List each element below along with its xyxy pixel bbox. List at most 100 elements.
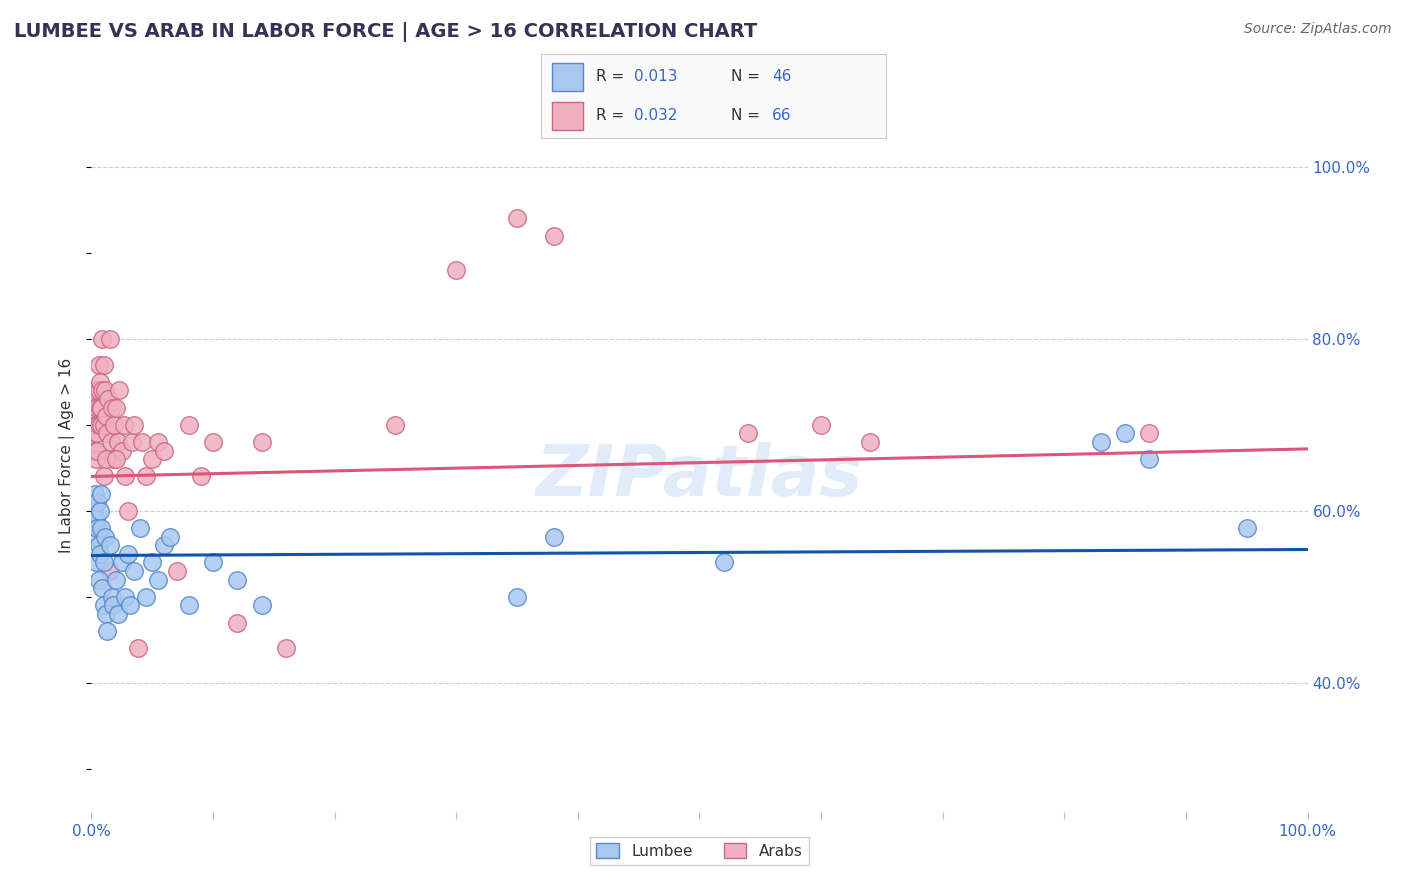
Point bbox=[543, 228, 565, 243]
Point bbox=[111, 555, 134, 569]
Point bbox=[93, 417, 115, 432]
Point bbox=[97, 392, 120, 406]
Point bbox=[86, 443, 108, 458]
Point bbox=[84, 555, 107, 569]
Point bbox=[107, 607, 129, 621]
Point bbox=[91, 384, 114, 398]
Point bbox=[384, 417, 406, 432]
Point bbox=[135, 590, 157, 604]
Point bbox=[101, 590, 124, 604]
Text: Source: ZipAtlas.com: Source: ZipAtlas.com bbox=[1244, 22, 1392, 37]
Point bbox=[104, 452, 127, 467]
Point bbox=[543, 530, 565, 544]
Point bbox=[83, 443, 105, 458]
Point bbox=[84, 426, 107, 441]
Text: R =: R = bbox=[596, 108, 630, 123]
Point bbox=[98, 564, 121, 578]
Point bbox=[226, 573, 249, 587]
Point bbox=[1139, 426, 1161, 441]
Point bbox=[127, 641, 149, 656]
Point bbox=[108, 384, 131, 398]
Point bbox=[177, 417, 200, 432]
Point bbox=[93, 599, 115, 613]
Point bbox=[148, 573, 170, 587]
Point bbox=[506, 211, 529, 226]
Point bbox=[94, 384, 117, 398]
Point bbox=[114, 590, 136, 604]
Point bbox=[98, 332, 121, 346]
Y-axis label: In Labor Force | Age > 16: In Labor Force | Age > 16 bbox=[59, 358, 76, 552]
Point bbox=[84, 409, 107, 424]
Point bbox=[117, 547, 139, 561]
Point bbox=[84, 417, 107, 432]
Point bbox=[159, 530, 181, 544]
Point bbox=[86, 495, 108, 509]
Point bbox=[1114, 426, 1136, 441]
FancyBboxPatch shape bbox=[551, 62, 582, 91]
Point bbox=[111, 443, 134, 458]
Text: N =: N = bbox=[731, 70, 765, 85]
Point bbox=[100, 435, 122, 450]
Point bbox=[274, 641, 297, 656]
Point bbox=[112, 417, 135, 432]
Point bbox=[103, 417, 125, 432]
Text: R =: R = bbox=[596, 70, 630, 85]
Point bbox=[87, 417, 110, 432]
Point bbox=[83, 401, 105, 415]
Text: 0.013: 0.013 bbox=[634, 70, 678, 85]
Point bbox=[250, 435, 273, 450]
Point bbox=[202, 435, 225, 450]
Point bbox=[89, 547, 111, 561]
Point bbox=[89, 401, 111, 415]
Point bbox=[87, 573, 110, 587]
Point bbox=[114, 469, 136, 483]
Point bbox=[90, 417, 112, 432]
Point bbox=[153, 538, 176, 552]
Point bbox=[153, 443, 176, 458]
Point bbox=[107, 435, 129, 450]
Point bbox=[87, 384, 110, 398]
Point bbox=[122, 417, 145, 432]
Point bbox=[93, 555, 115, 569]
Point bbox=[86, 417, 108, 432]
Point bbox=[91, 581, 114, 595]
Point bbox=[94, 607, 117, 621]
Point bbox=[87, 358, 110, 372]
Text: ZIPatlas: ZIPatlas bbox=[536, 442, 863, 511]
Point bbox=[84, 384, 107, 398]
Point bbox=[166, 564, 188, 578]
Text: 46: 46 bbox=[772, 70, 792, 85]
Point bbox=[444, 263, 467, 277]
Point bbox=[122, 564, 145, 578]
Point bbox=[202, 555, 225, 569]
Point bbox=[84, 530, 107, 544]
Point bbox=[177, 599, 200, 613]
Point bbox=[90, 401, 112, 415]
Point bbox=[90, 521, 112, 535]
Point bbox=[737, 426, 759, 441]
Point bbox=[89, 375, 111, 389]
Point bbox=[98, 538, 121, 552]
Point bbox=[93, 469, 115, 483]
Point bbox=[859, 435, 882, 450]
Point bbox=[84, 512, 107, 526]
Point bbox=[148, 435, 170, 450]
Point bbox=[129, 521, 152, 535]
Text: 0.032: 0.032 bbox=[634, 108, 678, 123]
Text: LUMBEE VS ARAB IN LABOR FORCE | AGE > 16 CORRELATION CHART: LUMBEE VS ARAB IN LABOR FORCE | AGE > 16… bbox=[14, 22, 758, 42]
Point bbox=[131, 435, 153, 450]
Point bbox=[94, 452, 117, 467]
Point bbox=[117, 504, 139, 518]
Point bbox=[120, 599, 142, 613]
Point bbox=[121, 435, 143, 450]
Point bbox=[713, 555, 735, 569]
Point bbox=[94, 530, 117, 544]
Point bbox=[87, 538, 110, 552]
Point bbox=[90, 486, 112, 500]
Point bbox=[91, 332, 114, 346]
Point bbox=[141, 452, 163, 467]
Point bbox=[1139, 452, 1161, 467]
Point bbox=[86, 401, 108, 415]
Text: 66: 66 bbox=[772, 108, 792, 123]
Point bbox=[82, 417, 104, 432]
